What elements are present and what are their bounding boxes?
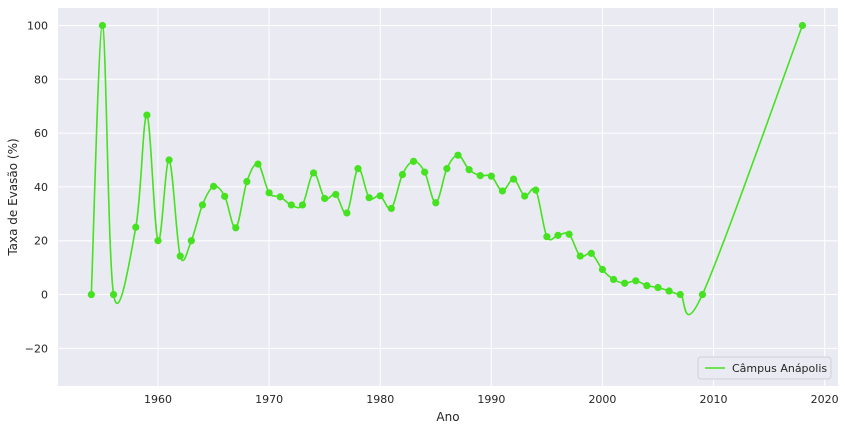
data-point — [232, 224, 240, 232]
data-point — [343, 209, 351, 217]
data-point — [398, 170, 407, 179]
y-tick-label: 40 — [34, 181, 48, 194]
data-point — [198, 201, 207, 209]
data-point — [698, 290, 707, 299]
y-axis-title: Taxa de Evasão (%) — [6, 138, 20, 256]
data-point — [265, 189, 273, 197]
data-point — [154, 237, 162, 245]
data-point — [532, 186, 540, 194]
y-tick-label: 20 — [34, 235, 48, 248]
data-point — [443, 165, 451, 173]
data-point — [298, 201, 307, 209]
y-tick-label: 80 — [34, 73, 48, 86]
data-point — [254, 160, 262, 168]
data-point — [409, 157, 418, 165]
legend-box — [697, 356, 832, 380]
y-tick-label: 0 — [41, 289, 48, 302]
data-point — [321, 194, 329, 203]
legend: Câmpus Anápolis — [697, 356, 832, 380]
data-point — [598, 265, 607, 274]
x-tick-label: 2000 — [588, 393, 616, 406]
data-point — [387, 204, 395, 213]
data-point — [365, 194, 373, 202]
data-point — [98, 21, 107, 30]
data-point — [554, 231, 562, 239]
x-tick-label: 1980 — [366, 393, 394, 406]
data-point — [165, 156, 173, 164]
data-point — [287, 201, 295, 209]
data-point — [209, 182, 218, 190]
data-point — [376, 192, 384, 200]
data-point — [332, 190, 340, 199]
data-point — [498, 187, 507, 195]
data-point — [798, 21, 807, 30]
data-point — [565, 230, 573, 238]
series-points — [87, 21, 807, 299]
data-point — [243, 177, 251, 186]
data-point — [143, 111, 151, 119]
x-tick-label: 2020 — [811, 393, 839, 406]
data-point — [187, 237, 195, 245]
data-point — [221, 192, 229, 200]
data-point — [276, 193, 284, 201]
data-point — [421, 168, 429, 176]
data-point — [609, 275, 618, 284]
data-point — [476, 172, 484, 180]
data-point — [109, 290, 118, 299]
x-tick-labels: 1960 1970 1980 1990 2000 2010 2020 — [144, 393, 839, 406]
data-point — [309, 169, 318, 177]
x-tick-label: 1990 — [477, 393, 505, 406]
data-point — [87, 290, 95, 299]
data-point — [587, 249, 595, 257]
data-point — [676, 290, 684, 299]
y-tick-labels: −20 0 20 40 60 80 100 — [25, 19, 48, 355]
data-point — [521, 192, 529, 200]
data-point — [465, 166, 473, 174]
legend-label: Câmpus Anápolis — [732, 362, 827, 375]
x-tick-label: 2010 — [700, 393, 728, 406]
data-point — [543, 233, 551, 241]
data-point — [621, 279, 629, 287]
data-point — [487, 172, 495, 180]
plot-area — [58, 8, 838, 386]
data-point — [643, 282, 651, 290]
y-tick-label: −20 — [25, 342, 48, 355]
data-point — [176, 252, 184, 260]
y-tick-label: 60 — [34, 127, 48, 140]
x-tick-label: 1960 — [144, 393, 172, 406]
data-point — [354, 165, 362, 173]
y-tick-label: 100 — [27, 19, 48, 32]
data-point — [632, 277, 640, 285]
data-point — [454, 151, 462, 159]
data-point — [654, 283, 662, 292]
data-point — [432, 199, 440, 207]
x-axis-title: Ano — [436, 410, 459, 424]
x-tick-label: 1970 — [255, 393, 283, 406]
data-point — [132, 223, 140, 231]
data-point — [665, 287, 673, 295]
data-point — [509, 175, 518, 183]
data-point — [576, 252, 584, 260]
